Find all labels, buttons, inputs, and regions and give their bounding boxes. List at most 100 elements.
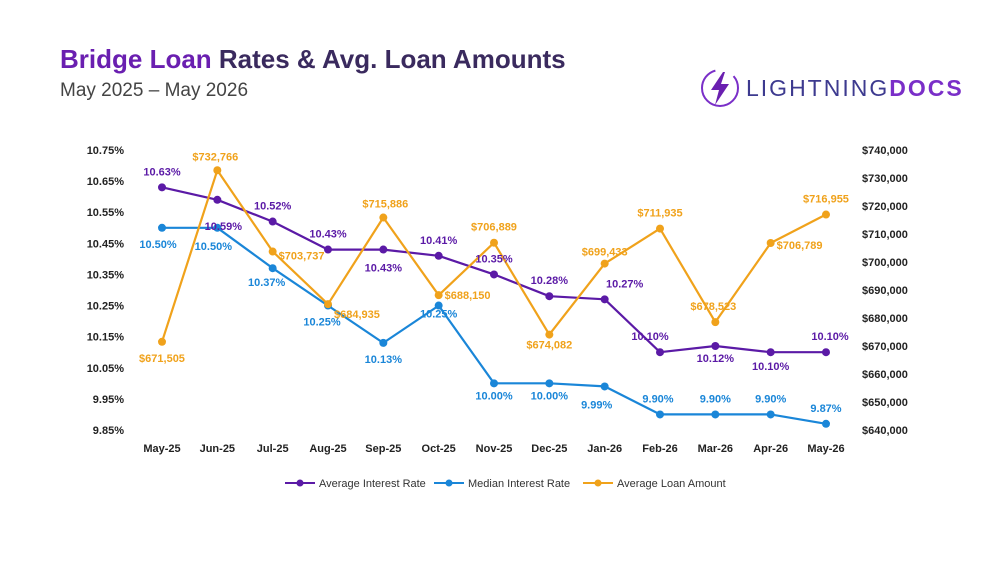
data-label: 10.10%	[631, 331, 669, 343]
y-left-tick-label: 9.85%	[93, 425, 124, 437]
series-point	[434, 251, 443, 260]
x-tick-label: Sep-25	[365, 443, 401, 455]
chart-series	[158, 166, 830, 428]
data-label: $688,150	[445, 290, 491, 302]
data-label: 10.50%	[195, 241, 233, 253]
chart-subtitle: May 2025 – May 2026	[60, 80, 249, 101]
x-tick-label: Oct-25	[422, 443, 456, 455]
chart-title: Bridge Loan Rates & Avg. Loan Amounts	[60, 44, 566, 75]
data-label: $699,433	[582, 247, 628, 259]
series-point	[545, 292, 554, 301]
series-point	[213, 166, 222, 175]
x-tick-label: Jul-25	[257, 443, 289, 455]
series-point	[158, 337, 166, 346]
data-label: 10.12%	[697, 353, 735, 365]
y-right-tick-label: $670,000	[862, 341, 908, 353]
y-right-tick-label: $710,000	[862, 229, 908, 241]
data-label: 9.90%	[700, 393, 731, 405]
series-point	[490, 270, 498, 279]
x-tick-label: Dec-25	[531, 443, 567, 455]
series-point	[711, 342, 720, 350]
data-label: $732,766	[192, 151, 238, 163]
y-left-tick-label: 10.05%	[87, 363, 125, 375]
series-point	[822, 419, 830, 428]
data-label: 10.13%	[365, 354, 403, 366]
series-point	[268, 247, 277, 256]
y-right-tick-label: $660,000	[862, 369, 908, 381]
series-point	[711, 410, 720, 419]
x-tick-label: Jun-25	[200, 443, 235, 455]
data-label: 9.90%	[642, 393, 673, 405]
data-label: $711,935	[637, 208, 682, 220]
data-label: $706,889	[471, 222, 517, 234]
x-tick-label: Apr-26	[753, 443, 788, 455]
series-point	[268, 264, 277, 273]
y-right-tick-label: $720,000	[862, 201, 908, 213]
data-label: 10.00%	[531, 390, 569, 402]
y-right-tick-label: $730,000	[862, 173, 908, 185]
series-point	[656, 410, 664, 419]
data-label: 10.25%	[420, 309, 458, 321]
series-point	[656, 348, 664, 357]
y-left-tick-label: 10.55%	[87, 207, 125, 219]
y-right-tick-label: $680,000	[862, 313, 908, 325]
x-tick-label: Feb-26	[642, 443, 677, 455]
data-label: 10.25%	[303, 317, 341, 329]
data-label: 10.43%	[365, 263, 403, 275]
legend-marker	[296, 479, 304, 487]
data-label: 10.10%	[752, 361, 790, 373]
series-point	[213, 195, 222, 204]
data-label: $706,789	[777, 240, 823, 252]
title-highlight: Bridge Loan	[60, 44, 212, 74]
data-label: $674,082	[526, 340, 572, 352]
data-label: $716,955	[803, 194, 849, 206]
y-left-tick-label: 10.25%	[87, 301, 125, 313]
series-point	[656, 224, 664, 233]
logo-text-light: LIGHTNING	[746, 74, 890, 101]
lightningdocs-logo: LIGHTNINGDOCS	[700, 66, 964, 110]
series-point	[711, 318, 720, 327]
series-point	[213, 223, 222, 232]
data-label: $703,737	[279, 251, 325, 263]
data-label: 10.10%	[811, 331, 849, 343]
y-right-tick-label: $700,000	[862, 257, 908, 269]
data-label: 10.37%	[248, 277, 286, 289]
series-point	[766, 410, 775, 419]
legend-label: Median Interest Rate	[468, 478, 570, 490]
data-label: 10.63%	[143, 166, 181, 178]
y-right-tick-label: $690,000	[862, 285, 908, 297]
x-tick-label: Aug-25	[309, 443, 346, 455]
series-point	[766, 238, 775, 247]
y-left-tick-label: 9.95%	[93, 394, 124, 406]
data-label: 10.50%	[139, 239, 177, 251]
x-tick-label: May-26	[807, 443, 844, 455]
data-label: 10.41%	[420, 235, 458, 247]
x-tick-label: Mar-26	[698, 443, 733, 455]
legend-label: Average Loan Amount	[617, 478, 726, 490]
series-point	[600, 259, 609, 268]
data-label: $678,523	[690, 301, 736, 313]
legend-item: Median Interest Rate	[434, 478, 570, 490]
legend-item: Average Loan Amount	[583, 478, 726, 490]
chart-data-labels: 10.63% 10.59% 10.52% 10.43% 10.43% 10.41% 10.3…	[139, 151, 849, 415]
data-label: $671,505	[139, 353, 185, 365]
series-point	[490, 238, 498, 247]
data-label: 9.87%	[810, 403, 841, 415]
series-point	[545, 379, 554, 388]
legend-item: Average Interest Rate	[285, 478, 426, 490]
y-right-tick-label: $740,000	[862, 145, 908, 157]
series-point	[324, 245, 332, 254]
logo-text: LIGHTNINGDOCS	[746, 75, 964, 102]
data-label: 10.35%	[475, 253, 513, 265]
legend-label: Average Interest Rate	[319, 478, 426, 490]
title-rest: Rates & Avg. Loan Amounts	[211, 44, 566, 74]
series-point	[822, 348, 830, 357]
series-point	[545, 330, 554, 339]
series-point	[490, 379, 498, 388]
data-label: 10.43%	[309, 229, 347, 241]
series-point	[822, 210, 830, 219]
legend-marker	[594, 479, 602, 487]
lightning-bolt-icon	[701, 69, 739, 107]
y-left-tick-label: 10.45%	[87, 238, 125, 250]
